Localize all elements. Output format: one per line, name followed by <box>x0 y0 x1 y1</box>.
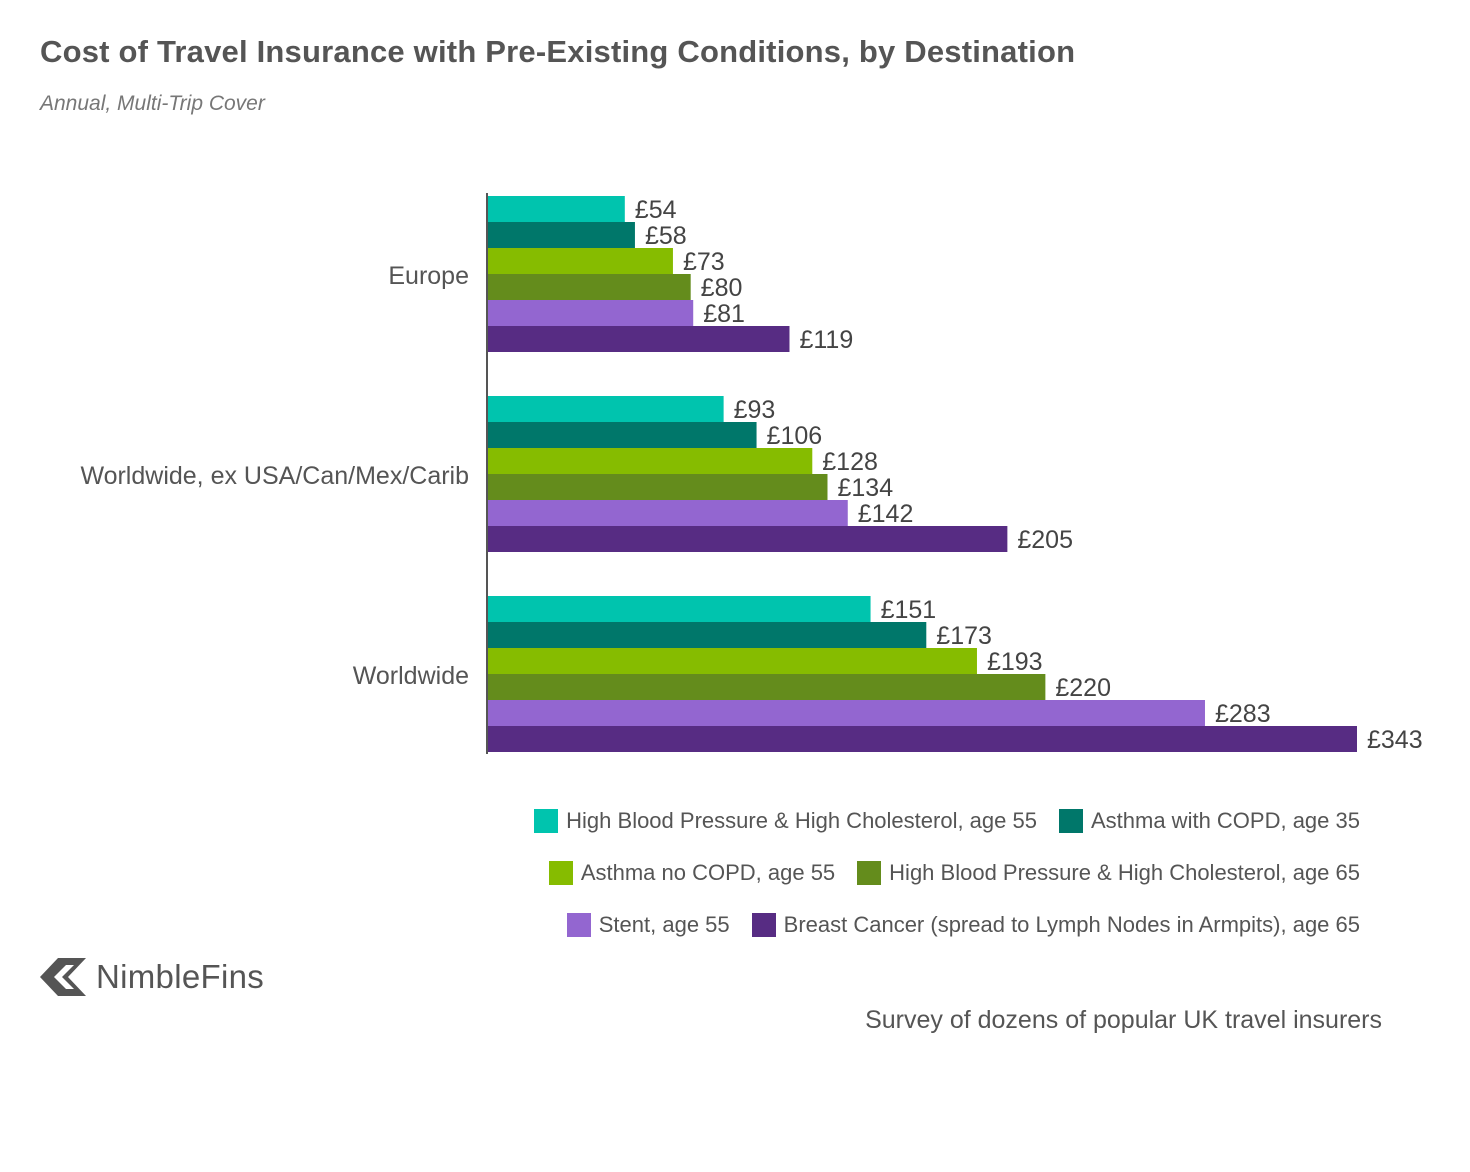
bar-chart: Europe £54£58£73£80£81 £119 Worldwide, ex U… <box>80 193 1423 754</box>
bar <box>488 674 1046 700</box>
bar <box>488 300 694 326</box>
bar <box>488 526 1008 552</box>
legend-label: Stent, age 55 <box>598 912 730 937</box>
legend-swatch <box>548 861 573 885</box>
data-label: £81 <box>703 300 745 328</box>
data-label: £80 <box>701 274 743 302</box>
data-label: £58 <box>645 222 687 250</box>
data-label: £128 <box>822 448 878 476</box>
bar <box>488 448 813 474</box>
data-label: £343 <box>1367 726 1423 754</box>
data-label: £93 <box>734 396 776 424</box>
legend-item: Stent, age 55 <box>566 912 730 938</box>
legend-label: High Blood Pressure & High Cholesterol, … <box>566 808 1037 833</box>
category-label: Europe <box>388 262 469 290</box>
data-label: £193 <box>987 648 1043 676</box>
legend-item: High Blood Pressure & High Cholesterol, … <box>857 860 1360 886</box>
bar <box>488 474 828 500</box>
bar <box>488 700 1205 726</box>
bar <box>488 248 673 274</box>
bar <box>488 648 977 674</box>
legend-item: Asthma with COPD, age 35 <box>1058 808 1360 834</box>
legend-item: High Blood Pressure & High Cholesterol, … <box>534 808 1037 834</box>
legend-swatch <box>751 913 776 937</box>
legend-label: High Blood Pressure & High Cholesterol, … <box>889 860 1360 885</box>
bar <box>488 500 848 526</box>
chart-subtitle: Annual, Multi-Trip Cover <box>40 92 265 115</box>
source-note: Survey of dozens of popular UK travel in… <box>865 1006 1382 1034</box>
legend-label: Asthma no COPD, age 55 <box>580 860 836 885</box>
bar <box>488 422 757 448</box>
data-label: £205 <box>1017 526 1073 554</box>
legend-swatch <box>1058 809 1083 833</box>
brand-logo: NimbleFins <box>40 958 264 996</box>
data-label: £220 <box>1055 674 1111 702</box>
legend-row: Asthma no COPD, age 55 High Blood Pressur… <box>460 847 1360 899</box>
legend-label: Breast Cancer (spread to Lymph Nodes in … <box>783 912 1360 937</box>
bar <box>488 196 625 222</box>
data-label: £119 <box>799 326 853 354</box>
category-label: Worldwide <box>353 662 469 690</box>
data-label: £283 <box>1215 700 1271 728</box>
nimblefins-chevron-icon <box>40 958 86 996</box>
data-label: £106 <box>767 422 823 450</box>
data-label: £54 <box>635 196 677 224</box>
bar <box>488 726 1357 752</box>
legend-item: Asthma no COPD, age 55 <box>548 860 836 886</box>
legend-row: High Blood Pressure & High Cholesterol, … <box>460 795 1360 847</box>
legend-swatch <box>857 861 882 885</box>
brand-name: NimbleFins <box>96 958 265 995</box>
data-label: £73 <box>683 248 725 276</box>
legend-label: Asthma with COPD, age 35 <box>1090 808 1360 833</box>
bar <box>488 326 790 352</box>
data-label: £142 <box>858 500 914 528</box>
legend-row: Stent, age 55 Breast Cancer (spread to Ly… <box>460 899 1360 951</box>
data-label: £151 <box>881 596 937 624</box>
category-label: Worldwide, ex USA/Can/Mex/Carib <box>80 462 469 490</box>
bar <box>488 222 635 248</box>
chart-legend: High Blood Pressure & High Cholesterol, … <box>460 795 1360 951</box>
data-label: £134 <box>837 474 893 502</box>
bar <box>488 396 724 422</box>
legend-swatch <box>566 913 591 937</box>
bar <box>488 274 691 300</box>
bar <box>488 596 871 622</box>
legend-item: Breast Cancer (spread to Lymph Nodes in … <box>751 912 1360 938</box>
bar <box>488 622 927 648</box>
data-label: £173 <box>936 622 992 650</box>
legend-swatch <box>534 809 559 833</box>
chart-title: Cost of Travel Insurance with Pre-Existi… <box>40 34 1076 69</box>
